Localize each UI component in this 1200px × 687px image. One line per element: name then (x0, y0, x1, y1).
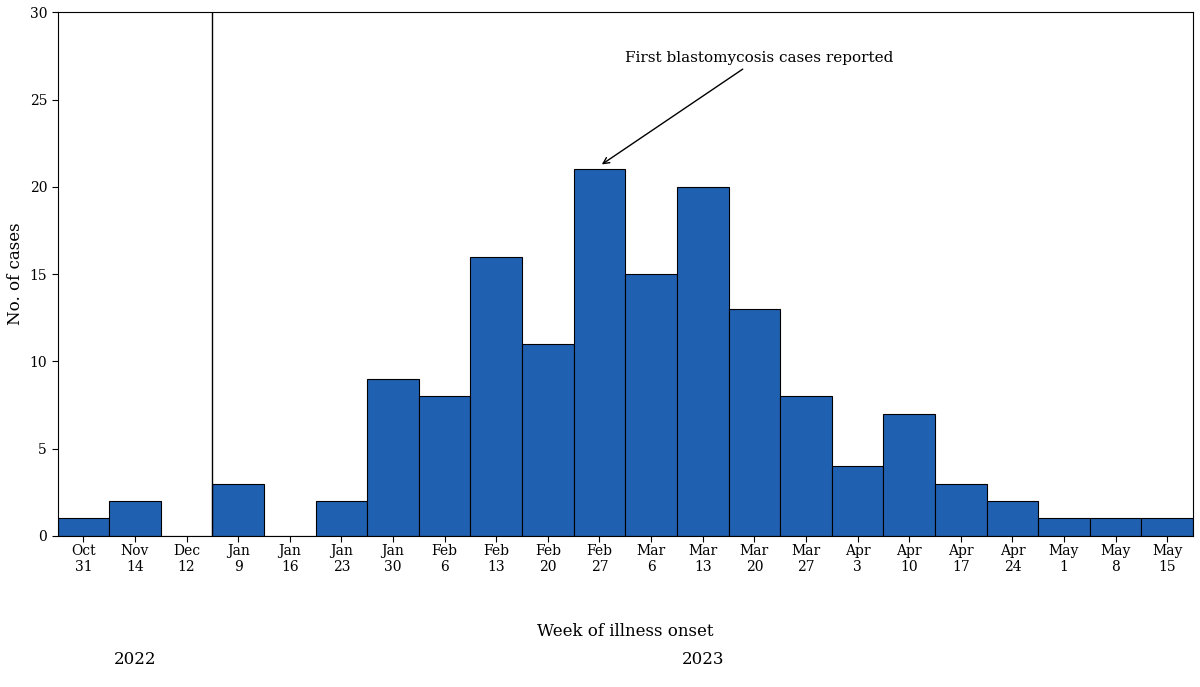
Bar (625, 274, 677, 536)
Bar (574, 170, 625, 536)
Bar (935, 484, 986, 536)
Bar (1038, 519, 1090, 536)
Bar (1141, 519, 1193, 536)
Bar (832, 466, 883, 536)
Bar (986, 501, 1038, 536)
Text: 2022: 2022 (114, 651, 156, 668)
Bar (419, 396, 470, 536)
Bar (109, 501, 161, 536)
X-axis label: Week of illness onset: Week of illness onset (538, 623, 714, 640)
Bar (470, 257, 522, 536)
Text: First blastomycosis cases reported: First blastomycosis cases reported (604, 51, 894, 164)
Bar (522, 344, 574, 536)
Text: 2023: 2023 (682, 651, 724, 668)
Bar (780, 396, 832, 536)
Bar (316, 501, 367, 536)
Bar (212, 484, 264, 536)
Bar (58, 519, 109, 536)
Bar (883, 414, 935, 536)
Bar (728, 309, 780, 536)
Bar (677, 187, 728, 536)
Bar (1090, 519, 1141, 536)
Y-axis label: No. of cases: No. of cases (7, 223, 24, 326)
Bar (367, 379, 419, 536)
